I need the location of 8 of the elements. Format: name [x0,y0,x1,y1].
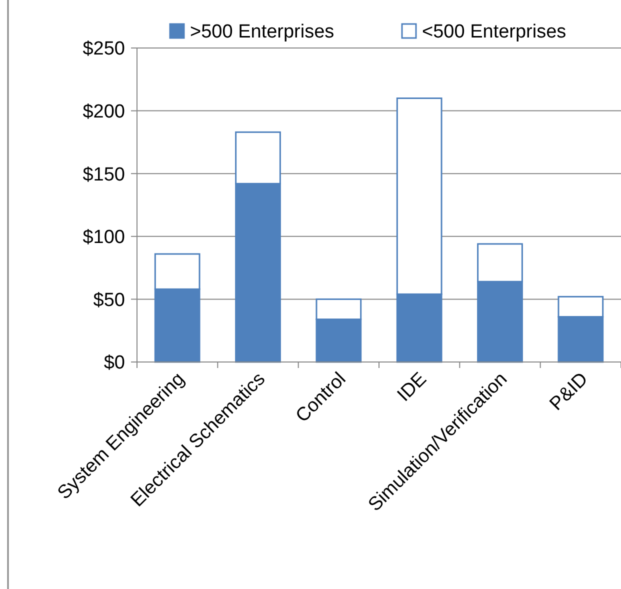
y-tick-label: $250 [82,38,125,60]
legend-label: >500 Enterprises [190,22,334,43]
legend-label: <500 Enterprises [422,22,566,43]
y-tick-label: $150 [82,164,125,186]
y-tick-label: $0 [104,352,125,374]
y-tick-label: $200 [82,101,125,122]
y-tick-label: $100 [82,227,125,248]
y-tick-label: $50 [93,290,125,311]
